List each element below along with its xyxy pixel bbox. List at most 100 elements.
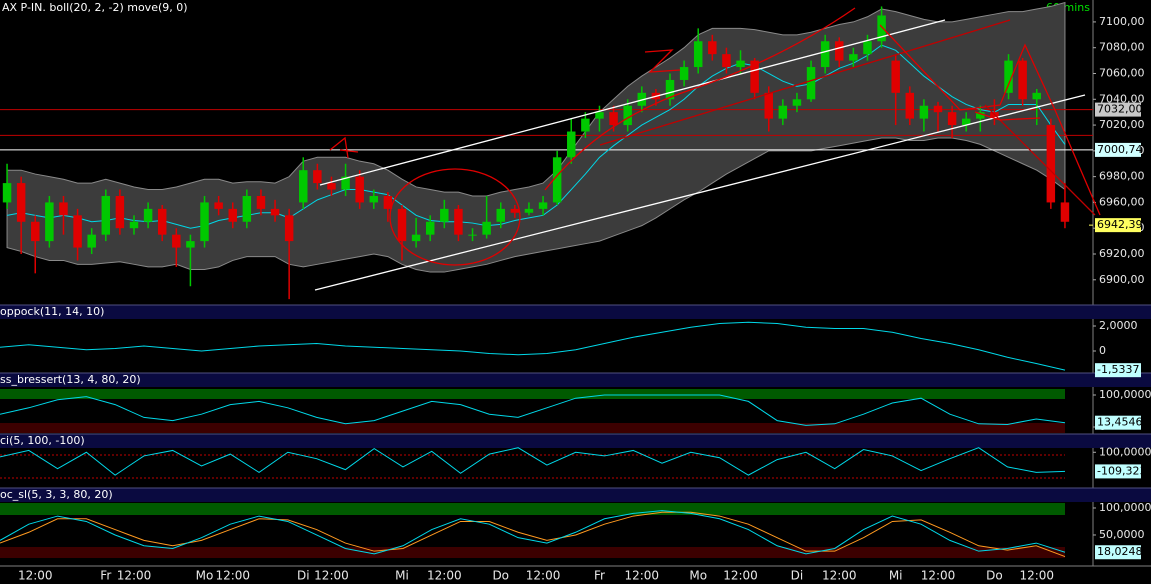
candle-body [242,195,252,222]
candle-body [186,241,195,248]
candle-body [679,67,689,80]
x-tick-label: Fr [594,569,605,583]
candle-body [1046,125,1056,203]
candle-body [369,195,379,203]
x-tick-label: 12:00 [18,569,53,583]
candle-body [59,202,68,216]
candle-body [482,221,491,235]
y-tick-label: 0 [1099,344,1106,357]
candle-body [947,112,957,126]
y-tick-label: 6900,00 [1099,273,1145,286]
x-tick-label: 12:00 [526,569,561,583]
y-tick-label: 6960,00 [1099,195,1145,208]
lower-zone [0,423,1065,433]
candle-body [750,60,759,93]
candle-body [341,176,350,190]
indicator-line [0,394,1066,426]
candle-body [708,41,717,55]
panel-header [0,434,1151,448]
candle-body [45,202,54,242]
annotation [599,19,1011,146]
x-tick-label: Do [986,569,1003,583]
annotation [644,49,681,73]
candle-body [440,208,449,222]
value-box [1095,464,1141,479]
candle-body [284,215,294,242]
candle-body [397,208,407,242]
candle-body [693,41,703,68]
candle-body [87,234,96,248]
panel-header [0,373,1151,387]
candle-body [990,112,999,119]
y-tick-label: 100,0000 [1099,445,1151,458]
x-tick-label: 12:00 [921,569,956,583]
x-tick-label: 12:00 [215,569,250,583]
candle-body [722,54,731,68]
y-tick-label: 7100,00 [1099,15,1145,28]
candle-body [891,60,900,93]
y-tick-label: 7080,00 [1099,41,1145,54]
candle-body [510,208,520,213]
value-box-label: 6942,39 [1097,218,1143,231]
candle-body [468,234,477,236]
candle-body [214,202,223,209]
x-tick-label: 12:00 [117,569,152,583]
candle-body [736,60,745,68]
x-tick-label: 12:00 [427,569,462,583]
candle-body [863,41,872,55]
candle-body [355,176,364,203]
x-tick-label: Fr [100,569,111,583]
candle-body [835,41,844,61]
annotation [984,104,1096,216]
x-tick-label: 12:00 [822,569,857,583]
candle-body [849,54,858,61]
candle-body [933,105,943,113]
y-tick-label: 7020,00 [1099,118,1145,131]
moving-average [6,44,1066,229]
candle-body [637,92,647,106]
candle-body [552,157,562,203]
candle-body [538,202,548,209]
candle-body [172,234,181,248]
candle-body [623,105,632,126]
candle-body [129,221,139,229]
y-tick-label: 6980,00 [1099,170,1145,183]
panel-title: oppock(11, 14, 10) [0,305,104,318]
axis-strip [1093,0,1151,584]
candle-body [200,202,209,242]
x-tick-label: 12:00 [314,569,349,583]
upper-zone [0,503,1065,515]
indicator-line [0,447,1066,476]
candle-body [1060,202,1070,222]
candle-body [115,195,125,229]
candle-body [101,195,111,235]
indicator-line [0,511,1066,558]
value-box [1095,102,1141,117]
y-tick-label: 6920,00 [1099,247,1145,260]
candle-body [31,221,40,242]
panel-title: ss_bressert(13, 4, 80, 20) [0,373,141,386]
candle-body [820,41,830,68]
panel-decor [0,389,1065,558]
candle-body [764,92,773,119]
candle-body [905,92,915,119]
annotation [329,136,359,159]
upper-zone [0,389,1065,399]
candle-body [1004,60,1013,93]
value-box-label: -109,3232 [1097,464,1151,477]
candle-body [1032,92,1041,100]
annotation [974,111,1041,121]
candle-body [454,208,463,235]
candle-body [524,208,534,213]
value-box-label: 7032,00 [1097,103,1143,116]
candle-body [976,112,985,119]
panel-header [0,488,1151,502]
candle-body [806,67,816,100]
candle-body [961,118,971,126]
candle-body [16,183,26,222]
indicator-line [0,510,1066,555]
y-tick-label: 100,0000 [1099,388,1151,401]
x-tick-label: Di [791,569,804,583]
candle-body [595,112,604,119]
